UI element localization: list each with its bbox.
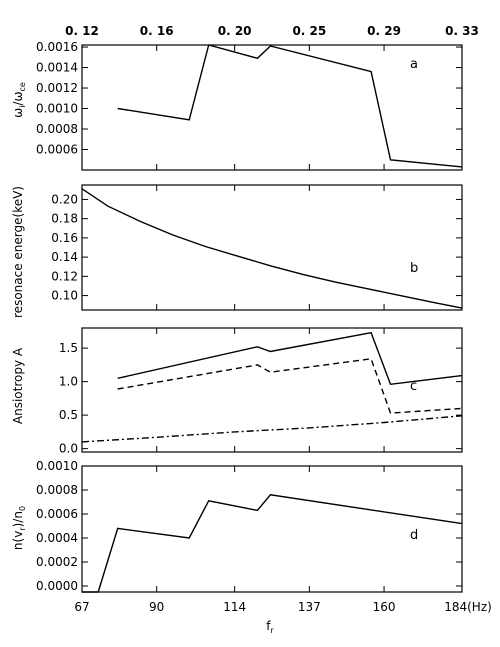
panel-a-ylabel-text: ω <box>11 108 25 118</box>
bottom-axis: fr 67 90 114 137 160 184(Hz) <box>74 600 491 635</box>
top-axis-label: 0. 12 <box>65 24 99 38</box>
panel-a-ytick-label: 0.0008 <box>36 122 78 136</box>
panel-d-ytick-label: 0.0010 <box>36 459 78 473</box>
panel-a-series-solid-line <box>117 44 463 168</box>
panel-c-ytick-label: 1.5 <box>59 341 78 355</box>
x-tick-label: 67 <box>74 600 89 614</box>
panel-b-frame <box>81 184 463 311</box>
panel-d-ylabel: n(vr)/n0 <box>11 506 27 550</box>
panel-d-frame <box>81 465 463 593</box>
panel-c-ytick-label: 0.5 <box>59 408 78 422</box>
panel-a-ytick-label: 0.0016 <box>36 40 78 54</box>
panel-d-ytick-label: 0.0006 <box>36 507 78 521</box>
panel-b-label: b <box>410 261 418 276</box>
top-axis-label: 0. 29 <box>367 24 401 38</box>
panel-b-series-solid-line <box>81 188 463 309</box>
x-tick-label-last: 184(Hz) <box>444 600 492 614</box>
svg-text:fr: fr <box>266 619 274 635</box>
top-axis-label: 0. 25 <box>292 24 326 38</box>
top-axis-label: 0. 20 <box>218 24 252 38</box>
panel-a-ytick-label: 0.0006 <box>36 143 78 157</box>
panel-c: Ansiotropy A 0.0 0.5 1.0 1.5 c <box>11 327 463 456</box>
top-axis-label: 0. 33 <box>445 24 479 38</box>
panel-b-ytick-label: 0.20 <box>51 192 78 206</box>
panel-b-ylabel: resonace energe(keV) <box>11 186 25 318</box>
panel-d-ytick-label: 0.0002 <box>36 555 78 569</box>
panel-c-ytick-label: 1.0 <box>59 375 78 389</box>
top-axis: 0. 12 0. 16 0. 20 0. 25 0. 29 0. 33 <box>65 24 479 38</box>
panel-a-label: a <box>410 57 418 72</box>
panel-b-ytick-label: 0.10 <box>51 289 78 303</box>
panel-b: resonace energe(keV) 0.10 0.12 0.14 0.16 0.1… <box>11 184 463 318</box>
panel-d-ytick-label: 0.0008 <box>36 483 78 497</box>
x-tick-label: 90 <box>149 600 164 614</box>
panel-c-ylabel: Ansiotropy A <box>11 347 25 424</box>
panel-c-ytick-label: 0.0 <box>59 442 78 456</box>
panel-a: ωi/ωce 0.0006 0.0008 0.0010 0.0012 0.0014 0.0… <box>11 40 463 171</box>
panel-a-ylabel: ωi/ωce <box>11 82 27 118</box>
x-tick-label: 137 <box>298 600 321 614</box>
panel-c-series-dashdot-line <box>81 415 463 443</box>
panel-d-series-solid-line <box>82 494 463 593</box>
panel-b-ytick-label: 0.18 <box>51 212 78 226</box>
svg-text:n(vr)/n0: n(vr)/n0 <box>11 506 27 550</box>
top-axis-label: 0. 16 <box>140 24 174 38</box>
panel-d-label: d <box>410 528 418 543</box>
panel-b-ytick-label: 0.16 <box>51 231 78 245</box>
panel-c-label: c <box>410 379 417 394</box>
panel-a-frame <box>81 44 463 171</box>
panel-a-ytick-label: 0.0010 <box>36 102 78 116</box>
panel-a-ytick-label: 0.0014 <box>36 61 78 75</box>
panel-a-ytick-label: 0.0012 <box>36 81 78 95</box>
panel-b-ytick-label: 0.12 <box>51 269 78 283</box>
x-axis-title: fr <box>266 619 274 635</box>
x-axis-title-text: f <box>266 619 271 633</box>
panel-d-ytick-label: 0.0004 <box>36 531 78 545</box>
x-tick-label: 114 <box>223 600 246 614</box>
svg-text:ωi/ωce: ωi/ωce <box>11 82 27 118</box>
panel-c-frame <box>81 327 463 453</box>
panel-c-series-solid-line <box>117 331 463 386</box>
panel-d: n(vr)/n0 0.0000 0.0002 0.0004 0.0006 0.0008 0… <box>11 459 463 593</box>
x-tick-label: 160 <box>373 600 396 614</box>
panel-d-ytick-label: 0.0000 <box>36 579 78 593</box>
panel-b-ytick-label: 0.14 <box>51 250 78 264</box>
